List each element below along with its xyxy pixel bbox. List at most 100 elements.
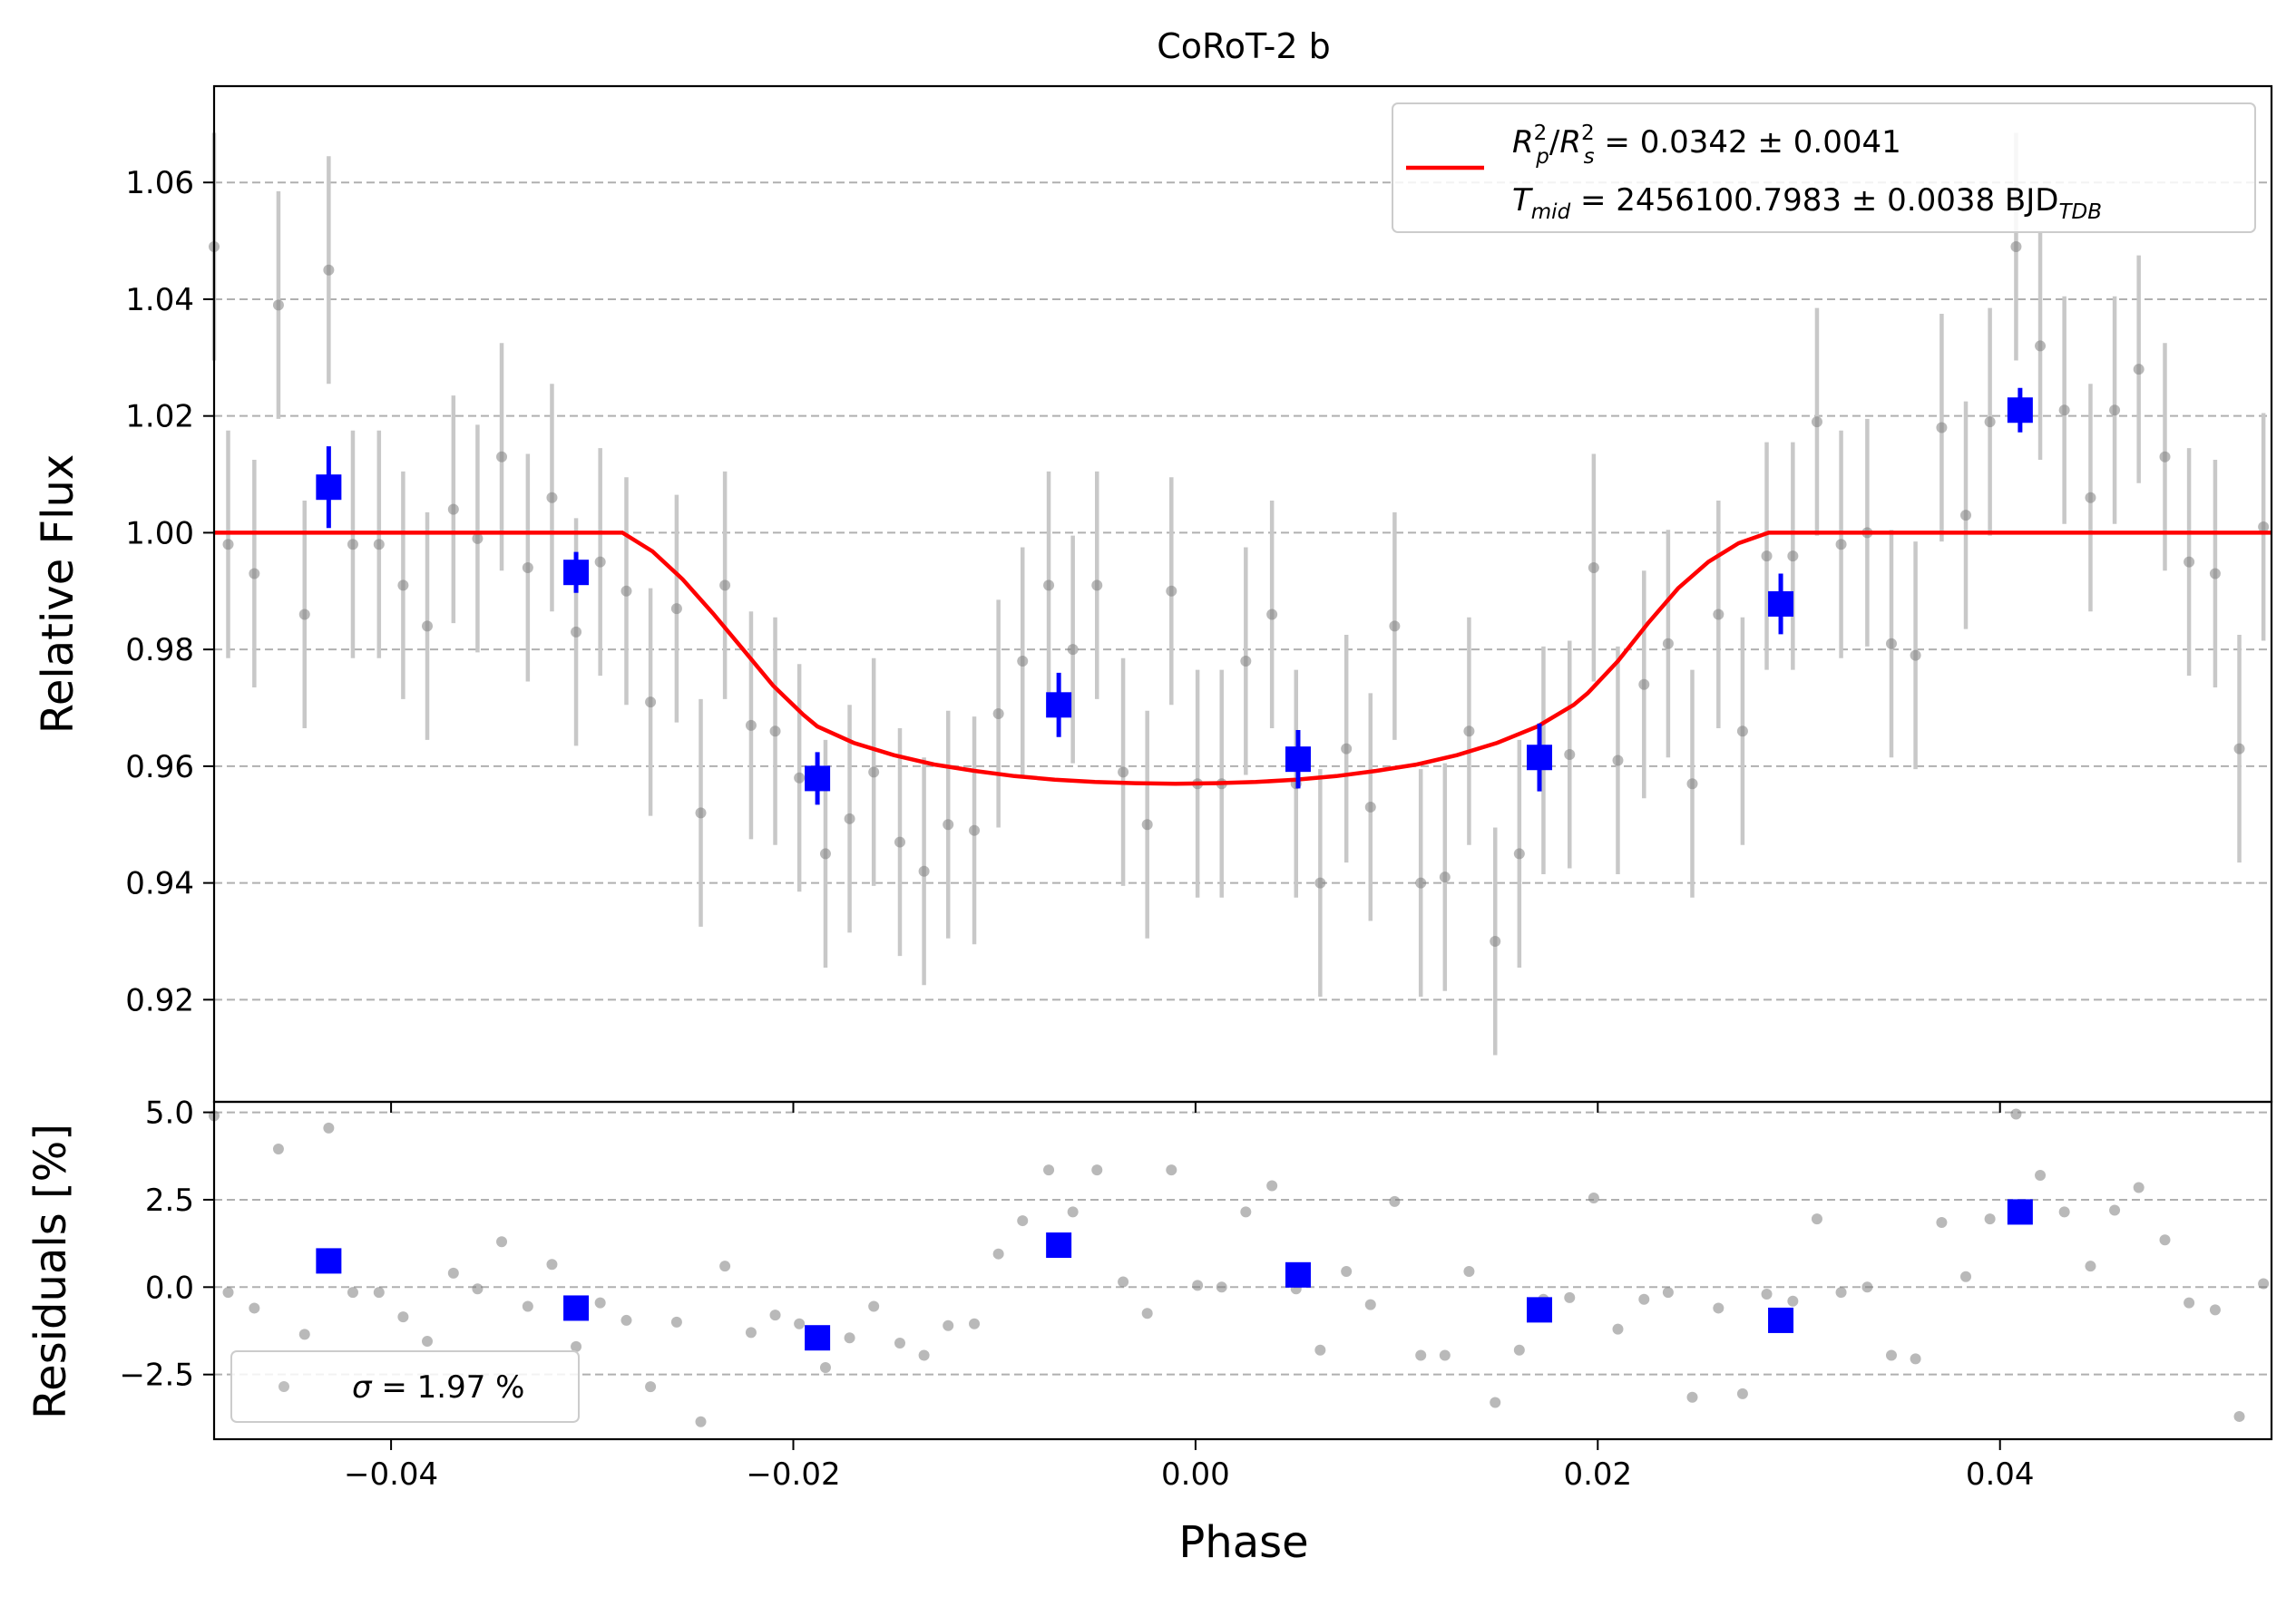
flux-raw-point [1017, 656, 1029, 667]
flux-raw-point [1166, 585, 1177, 597]
residuals-raw-point [2035, 1169, 2047, 1181]
flux-raw-point [1314, 877, 1326, 889]
residuals-y-ticks: −2.5 0.0 2.5 5.0 [119, 1096, 214, 1394]
flux-raw-point [1389, 620, 1401, 632]
flux-raw-point [1736, 725, 1748, 737]
residuals-raw-point [794, 1318, 806, 1329]
flux-y-ticks: 0.92 0.94 0.96 0.98 1.00 1.02 1.04 1.06 [125, 165, 214, 1018]
residuals-raw-point [2109, 1204, 2121, 1216]
flux-binned-point [1285, 746, 1311, 773]
residuals-raw-point [1266, 1180, 1278, 1192]
residuals-raw-point [447, 1267, 459, 1279]
flux-binned-point [563, 560, 590, 586]
residuals-raw-point [1984, 1213, 1996, 1225]
flux-raw-point [373, 539, 385, 550]
flux-raw-point [819, 848, 831, 860]
residuals-binned-point [805, 1325, 831, 1351]
residuals-raw-point [819, 1361, 831, 1373]
flux-raw-point [1067, 644, 1079, 656]
chart-title: CoRoT-2 b [1157, 26, 1331, 66]
flux-binned-point [1527, 745, 1553, 771]
flux-y-tick-label: 0.96 [125, 749, 194, 785]
residuals-raw-point [222, 1287, 234, 1299]
residuals-y-tick-label: 5.0 [145, 1096, 194, 1132]
residuals-raw-point [1736, 1388, 1748, 1399]
flux-raw-point [1984, 416, 1996, 428]
residuals-binned-points [316, 1199, 2033, 1351]
flux-binned-point [2007, 397, 2033, 424]
flux-raw-point [571, 626, 582, 638]
residuals-axes-frame [212, 1100, 2273, 1441]
residuals-raw-point [620, 1314, 632, 1326]
flux-raw-point [1439, 872, 1451, 883]
residuals-raw-point [1787, 1295, 1799, 1307]
residuals-raw-point [769, 1310, 781, 1321]
flux-raw-point [2058, 404, 2070, 416]
residuals-raw-point [1588, 1193, 1599, 1204]
residuals-raw-point [347, 1287, 358, 1299]
flux-raw-point [2258, 521, 2270, 532]
residuals-raw-point [2085, 1261, 2096, 1272]
residuals-raw-points [209, 1108, 2270, 1427]
residuals-legend-box [230, 1350, 580, 1423]
flux-raw-point [695, 807, 707, 819]
flux-y-tick-label: 0.94 [125, 866, 194, 902]
flux-legend-line-2: Tmid = 2456100.7983 ± 0.0038 BJDTDB [1512, 182, 2102, 224]
flux-raw-point [1043, 579, 1055, 591]
residuals-y-tick-label: −2.5 [119, 1358, 194, 1394]
flux-raw-point [1811, 416, 1822, 428]
flux-binned-points [316, 397, 2033, 792]
residuals-raw-point [1490, 1397, 1501, 1408]
flux-binned-point [1046, 692, 1072, 718]
residuals-raw-point [323, 1122, 335, 1134]
residuals-raw-point [918, 1349, 930, 1361]
flux-raw-point [1761, 550, 1773, 562]
flux-binned-point [805, 765, 831, 792]
flux-raw-point [1240, 656, 1252, 667]
transit-model-line [214, 531, 2272, 786]
residuals-raw-point [1240, 1206, 1252, 1218]
flux-raw-point [422, 620, 434, 632]
residuals-binned-point [316, 1248, 342, 1274]
flux-raw-point [1713, 609, 1724, 620]
flux-raw-point [918, 865, 930, 877]
flux-raw-point [347, 539, 358, 550]
residuals-raw-point [1439, 1349, 1451, 1361]
residuals-binned-point [1527, 1297, 1553, 1323]
flux-raw-point [1885, 638, 1897, 649]
residuals-legend-text: σ = 1.97 % [352, 1369, 524, 1406]
flux-raw-point [323, 264, 335, 276]
residuals-raw-point [1091, 1164, 1103, 1176]
flux-raw-point [645, 696, 657, 708]
flux-raw-point [272, 299, 284, 311]
residuals-raw-point [719, 1261, 731, 1272]
residuals-raw-point [1662, 1287, 1674, 1299]
residuals-y-tick-label: 0.0 [145, 1270, 194, 1306]
flux-raw-point [397, 579, 409, 591]
residuals-raw-point [594, 1297, 606, 1309]
flux-raw-point [992, 707, 1004, 719]
flux-raw-point [2010, 241, 2022, 253]
residuals-raw-point [1192, 1280, 1204, 1291]
residuals-raw-point [1118, 1276, 1129, 1288]
residuals-raw-point [868, 1300, 880, 1312]
flux-gridlines [214, 181, 2272, 1001]
flux-raw-point [1936, 422, 1948, 433]
residuals-raw-point [2058, 1206, 2070, 1218]
residuals-y-tick-label: 2.5 [145, 1183, 194, 1219]
residuals-raw-point [1686, 1391, 1698, 1403]
residuals-raw-point [1713, 1302, 1724, 1314]
flux-raw-point [1490, 935, 1501, 947]
flux-legend-box [1392, 102, 2256, 233]
residuals-raw-point [1936, 1216, 1948, 1228]
flux-raw-point [769, 725, 781, 737]
residuals-raw-point [1910, 1353, 1921, 1365]
residuals-raw-point [298, 1329, 310, 1340]
residuals-binned-point [1768, 1307, 1794, 1333]
flux-raw-point [594, 556, 606, 568]
phase-x-axis-label: Phase [1178, 1517, 1308, 1568]
residuals-raw-point [2159, 1234, 2171, 1246]
flux-raw-point [1513, 848, 1525, 860]
residuals-legend: σ = 1.97 % [230, 1350, 580, 1423]
